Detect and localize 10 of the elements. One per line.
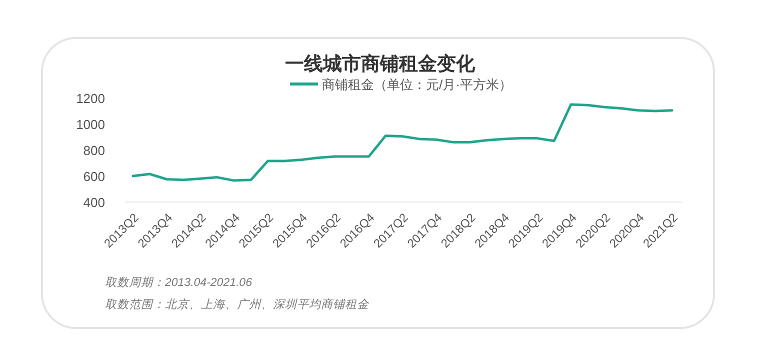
y-tick-label: 800 bbox=[83, 143, 105, 158]
line-series bbox=[132, 103, 674, 182]
y-tick-label: 600 bbox=[83, 169, 105, 184]
text: 取数范围：北京、上海、广州、深圳平均商铺租金 bbox=[105, 298, 370, 311]
y-tick-label: 1000 bbox=[76, 117, 105, 132]
y-tick-label: 400 bbox=[83, 195, 105, 210]
y-tick-label: 1200 bbox=[76, 91, 105, 106]
chart-title: 一线城市商铺租金变化 bbox=[285, 53, 476, 75]
text: 取数周期：2013.04-2021.06 bbox=[105, 276, 253, 289]
legend-label: 商铺租金（单位：元/月·平方米） bbox=[322, 77, 512, 92]
